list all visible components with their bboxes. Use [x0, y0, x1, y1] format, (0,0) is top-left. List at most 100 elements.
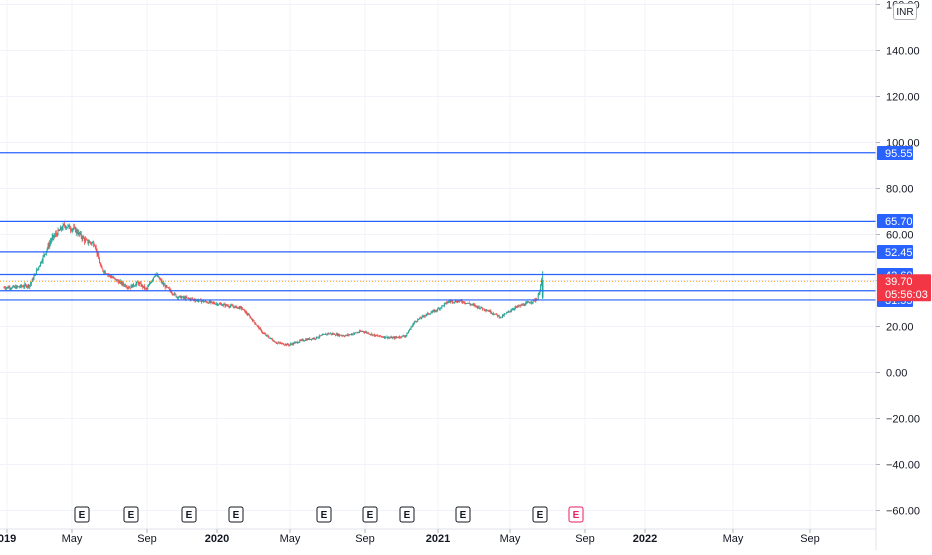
candle-body [33, 276, 35, 280]
candle-body [472, 304, 474, 306]
candle-body [401, 335, 403, 338]
candle-body [457, 300, 459, 302]
candle-body [62, 224, 64, 230]
earnings-marker-label: E [128, 510, 135, 521]
candle-body [344, 336, 346, 337]
candle-body [418, 317, 420, 320]
candle-body [456, 301, 458, 303]
candle-body [371, 333, 373, 336]
candle-body [212, 302, 214, 304]
candle-body [60, 227, 62, 230]
candle-body [144, 287, 146, 289]
candle-body [424, 315, 426, 317]
candle-body [522, 304, 524, 306]
candle-body [429, 313, 431, 315]
candle-body [49, 242, 51, 247]
x-tick-label: 2022 [633, 533, 657, 545]
candle-body [143, 285, 145, 289]
candle-body [282, 343, 284, 345]
candle-body [434, 310, 436, 312]
candle-body [504, 313, 506, 315]
candle-body [379, 335, 381, 337]
candle-body [386, 336, 388, 338]
candle-body [213, 302, 215, 304]
candle-body [496, 313, 498, 315]
candle-body [463, 301, 465, 303]
candle-body [217, 303, 219, 306]
x-tick-label: May [723, 533, 744, 545]
candle-body [149, 282, 151, 284]
y-tick-label: −60.00 [886, 506, 920, 518]
candle-body [482, 308, 484, 310]
candle-body [455, 300, 457, 302]
candle-body [69, 228, 71, 230]
candle-body [298, 341, 300, 343]
candle-body [294, 342, 296, 344]
candle-body [5, 288, 7, 289]
candle-body [339, 334, 341, 336]
candle-body [195, 300, 197, 302]
candle-body [413, 321, 415, 324]
candle-body [206, 301, 208, 303]
candle-body [329, 333, 331, 335]
candle-body [458, 300, 460, 302]
candle-body [281, 343, 283, 344]
candle-body [439, 307, 441, 310]
candle-body [407, 333, 409, 334]
candle-body [123, 284, 125, 286]
candle-body [52, 235, 54, 238]
candle-body [187, 297, 189, 299]
candle-body [182, 296, 184, 298]
candle-body [159, 279, 161, 280]
candle-body [506, 312, 508, 313]
candle-body [526, 302, 528, 304]
candle-body [99, 258, 101, 264]
candle-body [192, 298, 194, 300]
candle-body [47, 244, 49, 249]
candle-body [40, 261, 42, 266]
candle-body [347, 334, 349, 336]
candle-body [24, 284, 26, 287]
candle-body [498, 315, 500, 318]
x-tick-label: 2021 [426, 533, 450, 545]
hline-label-bg [877, 146, 913, 160]
candle-body [494, 313, 496, 315]
candle-body [345, 334, 347, 336]
candle-body [440, 307, 442, 309]
candle-body [510, 310, 512, 312]
candle-body [436, 310, 438, 312]
current-price-value: 39.70 [885, 276, 913, 288]
candle-body [377, 335, 379, 337]
candle-body [420, 318, 422, 319]
candle-body [94, 245, 96, 249]
candle-body [257, 325, 259, 327]
candle-body [109, 274, 111, 276]
candle-body [513, 308, 515, 310]
candle-body [126, 286, 128, 288]
candle-body [113, 277, 115, 279]
candle-body [241, 308, 243, 310]
y-tick-label: 60.00 [886, 230, 914, 242]
horizontal-lines-layer[interactable] [0, 152, 876, 301]
candle-body [67, 225, 69, 228]
candle-body [26, 286, 28, 288]
candle-body [365, 332, 367, 333]
candle-body [82, 236, 84, 239]
candle-body [302, 339, 304, 341]
candle-body [42, 256, 44, 261]
candle-body [104, 271, 106, 273]
time-axis[interactable]: 019 May Sep 2020 May Sep 2021 May Sep 2022 May Sep [0, 529, 820, 545]
currency-badge[interactable]: INR [893, 3, 917, 20]
candle-body [357, 332, 359, 334]
candle-body [336, 333, 338, 336]
candle-body [482, 308, 484, 310]
earnings-marker-label: E [404, 510, 411, 521]
candle-body [25, 284, 27, 286]
candle-body [528, 301, 530, 303]
candle-body [254, 322, 256, 324]
candle-body [473, 304, 475, 306]
x-tick-label: 019 [0, 533, 16, 545]
candle-body [275, 342, 277, 344]
